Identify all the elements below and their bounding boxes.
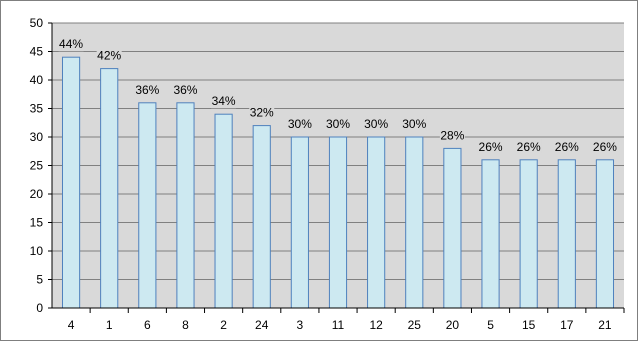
bar: [405, 136, 424, 309]
data-label-background: [325, 116, 351, 131]
x-tick-label: 12: [369, 318, 383, 332]
data-label-background: [363, 116, 389, 131]
data-label-background: [516, 138, 542, 154]
data-label-background: [211, 93, 237, 109]
y-tick-label: 0: [36, 301, 43, 315]
x-tick-label: 25: [408, 318, 422, 332]
x-tick-label: 3: [297, 318, 304, 332]
data-label-background: [172, 81, 198, 97]
y-tick-label: 15: [30, 216, 44, 230]
x-tick-label: 4: [68, 318, 75, 332]
x-tick-label: 21: [598, 318, 612, 332]
x-tick-label: 5: [487, 318, 494, 332]
data-label: 26%: [555, 140, 579, 154]
bar: [328, 136, 348, 309]
y-tick-label: 5: [36, 273, 43, 287]
y-tick-label: 45: [30, 45, 44, 59]
data-label-background: [592, 138, 618, 154]
x-tick-label: 8: [182, 318, 189, 332]
x-tick-label: 20: [446, 318, 460, 332]
data-label: 30%: [402, 117, 426, 131]
data-label: 36%: [173, 83, 197, 97]
data-label-background: [439, 127, 465, 143]
x-tick-label: 1: [106, 318, 113, 332]
y-tick-label: 20: [30, 187, 44, 201]
y-tick-label: 25: [30, 159, 44, 173]
data-label-background: [58, 36, 84, 52]
y-tick-label: 35: [30, 102, 44, 116]
data-label-background: [134, 81, 160, 97]
x-tick-labels: 4 1 6 8 2 24 3 11 12 25 20 5 15 17 21: [68, 318, 612, 332]
y-tick-label: 40: [30, 73, 44, 87]
bar: [61, 56, 81, 309]
data-label-background: [401, 116, 427, 131]
data-label: 34%: [212, 94, 236, 108]
data-label: 26%: [479, 140, 503, 154]
data-label-background: [287, 116, 313, 131]
bar: [367, 136, 386, 309]
bar: [557, 159, 576, 309]
y-tick-label: 10: [30, 244, 44, 258]
data-label-background: [478, 138, 504, 154]
y-tick-label: 30: [30, 130, 44, 144]
x-tick-label: 17: [560, 318, 574, 332]
bars: [61, 56, 615, 309]
x-tick-label: 24: [255, 318, 269, 332]
bar: [214, 113, 233, 309]
data-label-background: [96, 47, 122, 63]
data-label: 44%: [59, 37, 83, 51]
x-tick-label: 15: [522, 318, 536, 332]
bar: [138, 102, 157, 309]
data-label-background: [554, 138, 580, 154]
bar: [481, 159, 500, 309]
data-label: 30%: [364, 117, 388, 131]
y-tick-label: 50: [30, 16, 44, 30]
bar: [176, 102, 195, 309]
data-label: 26%: [593, 140, 617, 154]
bar: [595, 159, 615, 309]
data-label: 32%: [250, 106, 274, 120]
bar: [290, 136, 309, 309]
data-label: 36%: [135, 83, 159, 97]
data-label: 30%: [288, 117, 312, 131]
x-tick-label: 2: [220, 318, 227, 332]
data-labels: 44% 42% 36% 36% 34% 32% 30% 30% 30% 30% 28% 26% 26% 2…: [58, 36, 618, 154]
x-tick-label: 6: [144, 318, 151, 332]
data-label-background: [249, 104, 275, 120]
x-tick-label: 11: [332, 318, 345, 332]
axes: [48, 22, 625, 313]
data-label: 42%: [97, 49, 121, 63]
data-label: 30%: [326, 117, 350, 131]
bar: [100, 68, 119, 309]
data-label: 26%: [517, 140, 541, 154]
bar: [443, 147, 462, 309]
y-tick-labels: 0 5 10 15 20 25 30 35 40 45 50: [30, 16, 44, 315]
data-label: 28%: [440, 128, 464, 142]
bar: [519, 159, 538, 309]
bar: [252, 125, 271, 309]
